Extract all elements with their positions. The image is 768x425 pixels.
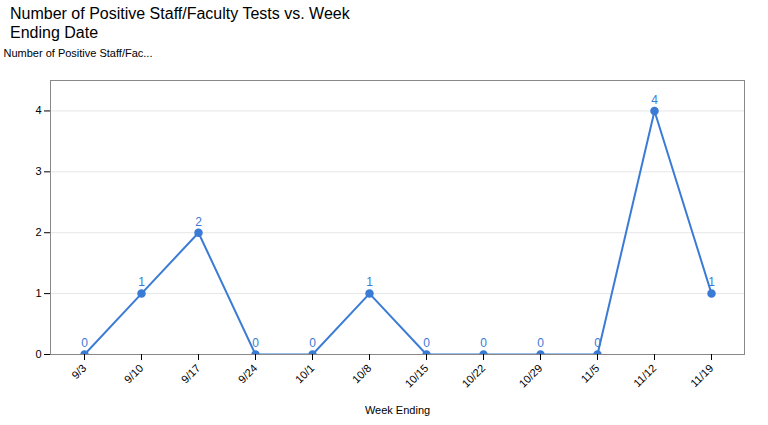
svg-text:0: 0 — [252, 337, 259, 351]
svg-text:1: 1 — [708, 276, 715, 290]
svg-text:2: 2 — [35, 227, 41, 239]
svg-text:Week Ending: Week Ending — [365, 404, 430, 416]
svg-text:1: 1 — [35, 288, 41, 300]
svg-text:0: 0 — [594, 337, 601, 351]
svg-text:11/19: 11/19 — [688, 362, 715, 389]
svg-text:Number of Positive Staff/Fac..: Number of Positive Staff/Fac... — [4, 48, 153, 60]
svg-text:0: 0 — [423, 337, 430, 351]
svg-text:3: 3 — [35, 166, 41, 178]
svg-text:1: 1 — [138, 276, 145, 290]
svg-text:10/1: 10/1 — [293, 362, 317, 386]
svg-text:2: 2 — [195, 215, 202, 229]
svg-text:10/8: 10/8 — [350, 362, 374, 386]
svg-text:11/12: 11/12 — [631, 362, 658, 389]
svg-text:0: 0 — [309, 337, 316, 351]
svg-text:0: 0 — [537, 337, 544, 351]
svg-text:9/3: 9/3 — [69, 362, 88, 381]
svg-text:9/10: 9/10 — [122, 362, 146, 386]
svg-text:4: 4 — [35, 105, 41, 117]
svg-text:1: 1 — [366, 276, 373, 290]
svg-text:10/22: 10/22 — [459, 362, 487, 390]
svg-text:10/29: 10/29 — [516, 362, 544, 390]
svg-text:10/15: 10/15 — [402, 362, 430, 390]
svg-text:9/24: 9/24 — [236, 362, 260, 386]
svg-text:0: 0 — [35, 348, 41, 360]
svg-text:0: 0 — [480, 337, 487, 351]
svg-text:0: 0 — [81, 337, 88, 351]
svg-text:11/5: 11/5 — [578, 362, 601, 385]
svg-text:4: 4 — [651, 93, 658, 107]
html-text:Number of Positive Staff/Facul: Number of Positive Staff/Faculty Tests v… — [10, 5, 350, 42]
svg-text:9/17: 9/17 — [179, 362, 203, 386]
